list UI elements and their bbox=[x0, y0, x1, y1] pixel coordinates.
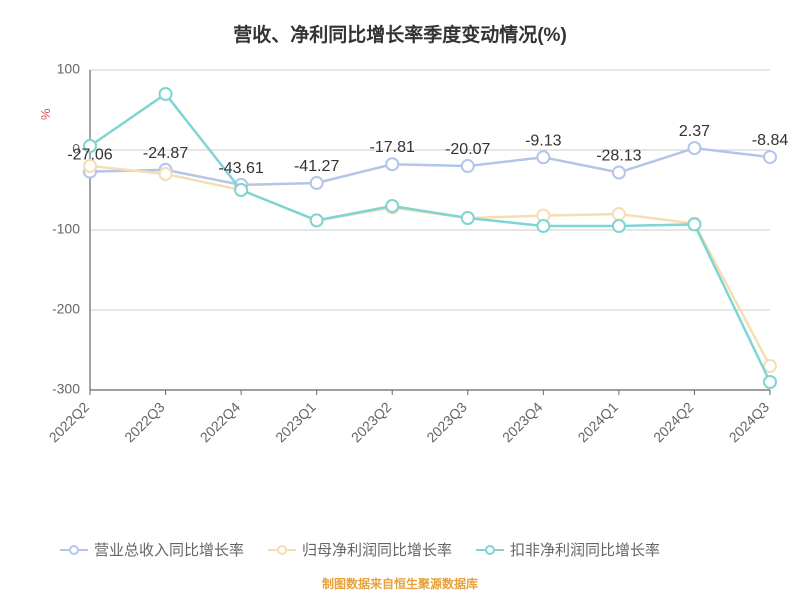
svg-text:-24.87: -24.87 bbox=[143, 145, 188, 162]
svg-text:2022Q4: 2022Q4 bbox=[197, 399, 244, 446]
svg-text:-20.07: -20.07 bbox=[445, 141, 490, 158]
svg-text:2.37: 2.37 bbox=[679, 123, 710, 140]
svg-text:-8.84: -8.84 bbox=[752, 132, 789, 149]
svg-text:-9.13: -9.13 bbox=[525, 132, 562, 149]
svg-text:2023Q1: 2023Q1 bbox=[272, 399, 319, 446]
svg-text:-300: -300 bbox=[52, 381, 80, 397]
svg-text:2023Q4: 2023Q4 bbox=[499, 399, 546, 446]
svg-text:-100: -100 bbox=[52, 221, 80, 237]
svg-text:2022Q2: 2022Q2 bbox=[46, 399, 93, 446]
legend-label: 归母净利润同比增长率 bbox=[302, 539, 452, 560]
chart-svg: -300-200-10001002022Q22022Q32022Q42023Q1… bbox=[0, 0, 800, 600]
svg-text:-200: -200 bbox=[52, 301, 80, 317]
svg-text:2024Q2: 2024Q2 bbox=[650, 399, 697, 446]
svg-text:2024Q3: 2024Q3 bbox=[726, 399, 773, 446]
svg-text:2024Q1: 2024Q1 bbox=[574, 399, 621, 446]
legend-label: 扣非净利润同比增长率 bbox=[510, 539, 660, 560]
svg-text:-27.06: -27.06 bbox=[67, 147, 112, 164]
chart-footer: 制图数据来自恒生聚源数据库 bbox=[0, 575, 800, 592]
legend-item: 扣非净利润同比增长率 bbox=[476, 539, 660, 560]
chart-container: 营收、净利同比增长率季度变动情况(%) % -300-200-100010020… bbox=[0, 0, 800, 600]
svg-text:100: 100 bbox=[57, 61, 81, 77]
legend-item: 营业总收入同比增长率 bbox=[60, 539, 244, 560]
svg-text:-43.61: -43.61 bbox=[218, 160, 263, 177]
svg-text:2022Q3: 2022Q3 bbox=[121, 399, 168, 446]
svg-text:-41.27: -41.27 bbox=[294, 158, 339, 175]
legend-label: 营业总收入同比增长率 bbox=[94, 539, 244, 560]
svg-text:-28.13: -28.13 bbox=[596, 148, 641, 165]
svg-text:2023Q3: 2023Q3 bbox=[423, 399, 470, 446]
svg-text:-17.81: -17.81 bbox=[370, 139, 415, 156]
legend-item: 归母净利润同比增长率 bbox=[268, 539, 452, 560]
svg-text:2023Q2: 2023Q2 bbox=[348, 399, 395, 446]
legend: 营业总收入同比增长率 归母净利润同比增长率 扣非净利润同比增长率 bbox=[60, 539, 760, 560]
